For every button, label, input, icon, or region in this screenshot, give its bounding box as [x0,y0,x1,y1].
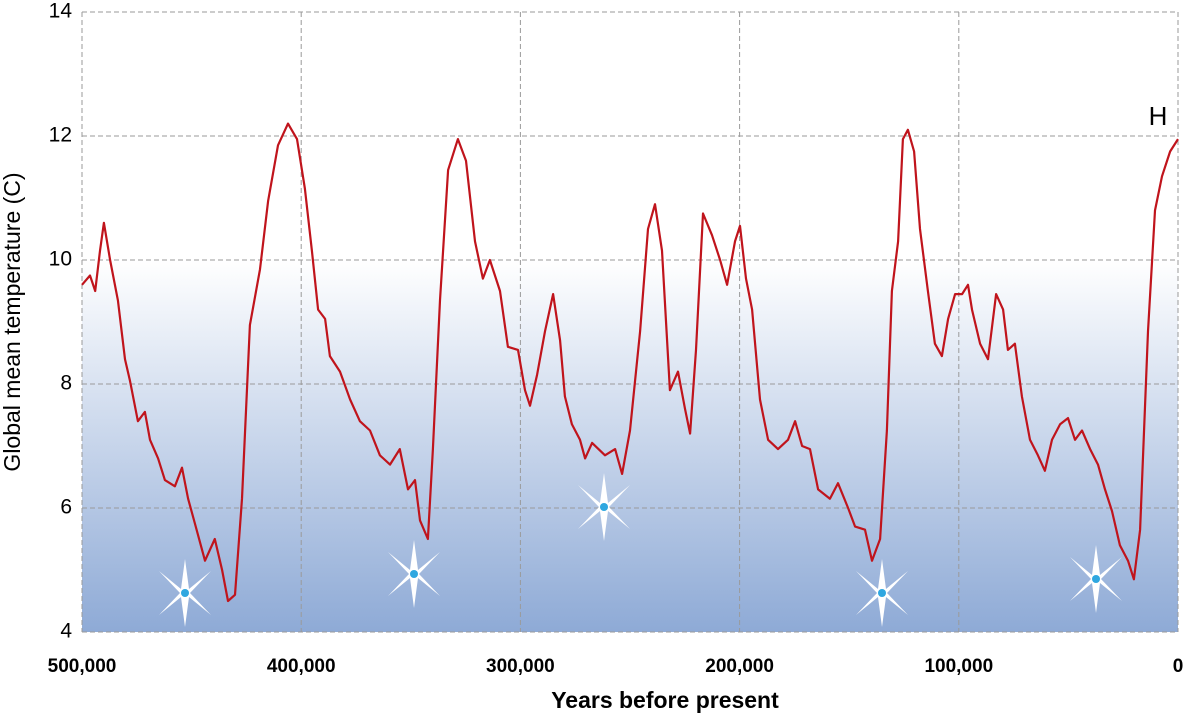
data-line [81,122,1179,603]
y-tick-label: 6 [60,496,72,519]
x-tick-label: 0 [1173,656,1184,677]
y-axis-title: Global mean temperature (C) [0,172,25,471]
x-tick-label: 100,000 [924,656,993,677]
y-tick-label: 8 [60,372,72,395]
y-tick-label: 4 [60,620,72,643]
x-tick-label: 300,000 [486,656,555,677]
y-tick-label: 12 [49,124,72,147]
x-axis-title: Years before present [551,687,779,713]
x-tick-label: 200,000 [705,656,774,677]
x-tick-label: 500,000 [48,656,117,677]
y-tick-label: 14 [49,0,73,23]
annotation: H [1149,101,1168,131]
grid [81,11,1179,633]
y-tick-label: 10 [49,248,72,271]
plot-background [82,260,1178,632]
x-tick-label: 400,000 [267,656,336,677]
